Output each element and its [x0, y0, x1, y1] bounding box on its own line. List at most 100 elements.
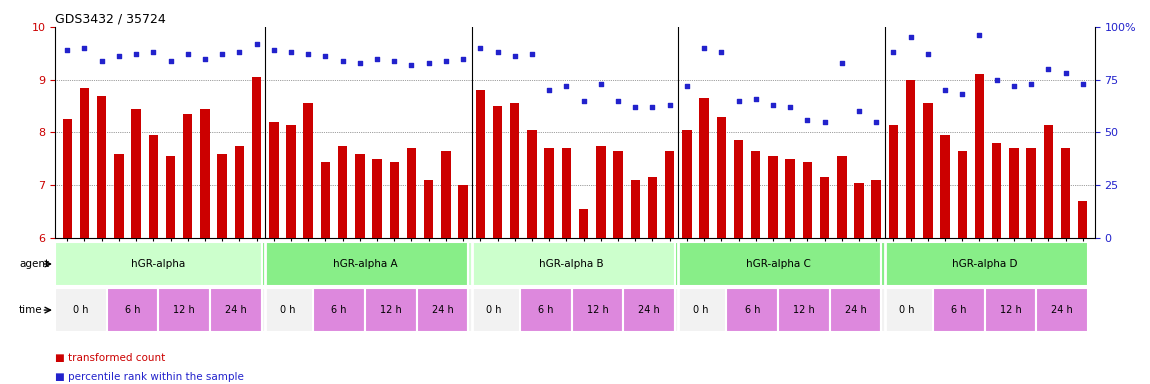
Bar: [923, 103, 933, 238]
Bar: [837, 156, 846, 238]
Text: ■ percentile rank within the sample: ■ percentile rank within the sample: [55, 372, 244, 382]
Bar: [355, 154, 365, 238]
Bar: [881, 288, 933, 332]
Bar: [493, 106, 503, 238]
Point: [506, 53, 524, 60]
Point: [472, 45, 490, 51]
Bar: [321, 162, 330, 238]
Bar: [511, 103, 520, 238]
Point: [75, 45, 93, 51]
Text: 24 h: 24 h: [638, 305, 660, 315]
Bar: [803, 162, 812, 238]
Point: [368, 55, 386, 61]
Point: [591, 81, 610, 87]
Bar: [906, 80, 915, 238]
Bar: [716, 117, 726, 238]
Point: [1057, 70, 1075, 76]
Bar: [79, 88, 90, 238]
Bar: [1027, 148, 1036, 238]
Point: [1022, 81, 1041, 87]
Bar: [1060, 148, 1071, 238]
Text: GDS3432 / 35724: GDS3432 / 35724: [55, 13, 166, 26]
Point: [161, 58, 179, 64]
Bar: [699, 98, 708, 238]
Text: hGR-alpha B: hGR-alpha B: [539, 259, 604, 269]
Bar: [476, 90, 485, 238]
Bar: [459, 185, 468, 238]
Bar: [107, 288, 159, 332]
Bar: [424, 180, 434, 238]
Bar: [286, 124, 296, 238]
Point: [264, 47, 283, 53]
Point: [213, 51, 231, 57]
Bar: [675, 242, 881, 286]
Text: 24 h: 24 h: [845, 305, 866, 315]
Point: [1074, 81, 1092, 87]
Point: [1005, 83, 1024, 89]
Text: 12 h: 12 h: [793, 305, 815, 315]
Bar: [768, 156, 777, 238]
Point: [558, 83, 576, 89]
Point: [316, 53, 335, 60]
Bar: [148, 135, 158, 238]
Bar: [131, 109, 140, 238]
Point: [351, 60, 369, 66]
Point: [936, 87, 954, 93]
Point: [626, 104, 644, 110]
Bar: [390, 162, 399, 238]
Bar: [210, 288, 262, 332]
Point: [230, 49, 248, 55]
Point: [92, 58, 110, 64]
Point: [454, 55, 473, 61]
Bar: [572, 288, 623, 332]
Bar: [159, 288, 210, 332]
Point: [574, 98, 592, 104]
Text: 0 h: 0 h: [74, 305, 89, 315]
Text: 6 h: 6 h: [125, 305, 140, 315]
Bar: [166, 156, 175, 238]
Bar: [734, 141, 743, 238]
Bar: [416, 288, 468, 332]
Text: 24 h: 24 h: [225, 305, 247, 315]
Text: 12 h: 12 h: [999, 305, 1021, 315]
Point: [109, 53, 128, 60]
Text: time: time: [20, 305, 43, 315]
Point: [764, 102, 782, 108]
Text: ■ transformed count: ■ transformed count: [55, 353, 166, 363]
Bar: [596, 146, 606, 238]
Point: [58, 47, 76, 53]
Text: 0 h: 0 h: [486, 305, 501, 315]
Point: [815, 119, 834, 125]
Bar: [338, 146, 347, 238]
Bar: [630, 180, 639, 238]
Bar: [365, 288, 416, 332]
Bar: [665, 151, 674, 238]
Bar: [1043, 124, 1053, 238]
Point: [746, 96, 765, 102]
Bar: [675, 288, 727, 332]
Text: 24 h: 24 h: [1051, 305, 1073, 315]
Point: [334, 58, 352, 64]
Point: [247, 41, 266, 47]
Point: [402, 62, 421, 68]
Point: [712, 49, 730, 55]
Text: 6 h: 6 h: [744, 305, 760, 315]
Point: [833, 60, 851, 66]
Bar: [97, 96, 107, 238]
Point: [385, 58, 404, 64]
Bar: [520, 288, 572, 332]
Bar: [820, 177, 829, 238]
Point: [884, 49, 903, 55]
Point: [695, 45, 713, 51]
Bar: [889, 124, 898, 238]
Point: [299, 51, 317, 57]
Text: 12 h: 12 h: [586, 305, 608, 315]
Bar: [200, 109, 209, 238]
Text: agent: agent: [20, 259, 49, 269]
Point: [902, 34, 920, 40]
Point: [781, 104, 799, 110]
Text: 12 h: 12 h: [380, 305, 401, 315]
Bar: [984, 288, 1036, 332]
Point: [282, 49, 300, 55]
Bar: [975, 74, 984, 238]
